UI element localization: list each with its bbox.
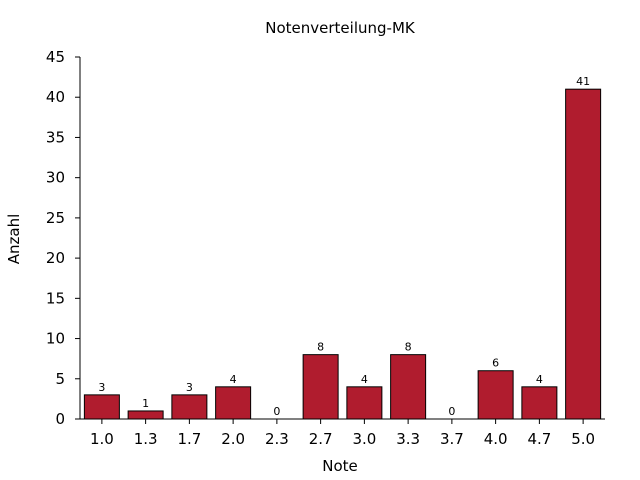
data-label: 6 (492, 357, 499, 370)
y-axis-label: Anzahl (5, 214, 23, 265)
data-label: 8 (317, 341, 324, 354)
bar-4.7 (521, 386, 558, 420)
data-labels-group: 3 1 3 4 0 8 4 8 0 6 4 41 (98, 75, 590, 418)
data-label: 4 (536, 373, 543, 386)
x-tick-label: 4.0 (484, 430, 508, 448)
data-label: 0 (273, 405, 280, 418)
x-tick-label: 4.7 (527, 430, 551, 448)
x-tick-label: 5.0 (571, 430, 595, 448)
bar-1.3 (127, 410, 164, 420)
x-tick-label: 3.7 (440, 430, 464, 448)
data-label: 41 (576, 75, 590, 88)
x-axis-ticks: 1.0 1.3 1.7 2.0 2.3 2.7 3.0 3.3 3.7 4.0 4.7 5.0 (90, 419, 595, 448)
x-axis-label: Note (322, 457, 358, 475)
y-tick-label: 20 (46, 249, 65, 267)
x-tick-label: 2.7 (309, 430, 333, 448)
bar-2.7 (302, 354, 339, 420)
y-tick-label: 15 (46, 289, 65, 307)
bar-4.0 (477, 370, 514, 420)
y-tick-label: 35 (46, 128, 65, 146)
data-label: 3 (186, 381, 193, 394)
data-label: 4 (361, 373, 368, 386)
y-tick-label: 40 (46, 88, 65, 106)
x-tick-label: 2.3 (265, 430, 289, 448)
data-label: 0 (448, 405, 455, 418)
data-label: 3 (98, 381, 105, 394)
bar-1.7 (171, 394, 208, 420)
bar-2.0 (215, 386, 252, 420)
y-tick-label: 25 (46, 209, 65, 227)
bar-3.3 (390, 354, 427, 420)
x-tick-label: 3.3 (396, 430, 420, 448)
data-label: 8 (405, 341, 412, 354)
data-label: 1 (142, 397, 149, 410)
y-tick-label: 5 (55, 370, 65, 388)
bar-3.0 (346, 386, 383, 420)
x-tick-label: 1.7 (177, 430, 201, 448)
x-tick-label: 3.0 (352, 430, 376, 448)
chart-title: Notenverteilung-MK (265, 19, 416, 37)
x-tick-label: 1.3 (134, 430, 158, 448)
bar-1.0 (83, 394, 120, 420)
y-tick-label: 10 (46, 330, 65, 348)
y-axis-ticks: 0 5 10 15 20 25 30 35 40 45 (46, 48, 80, 428)
data-label: 4 (230, 373, 237, 386)
y-tick-label: 0 (55, 410, 65, 428)
bar-5.0 (565, 88, 602, 420)
y-tick-label: 30 (46, 169, 65, 187)
x-tick-label: 2.0 (221, 430, 245, 448)
x-tick-label: 1.0 (90, 430, 114, 448)
bars-group (83, 88, 602, 420)
y-tick-label: 45 (46, 48, 65, 66)
